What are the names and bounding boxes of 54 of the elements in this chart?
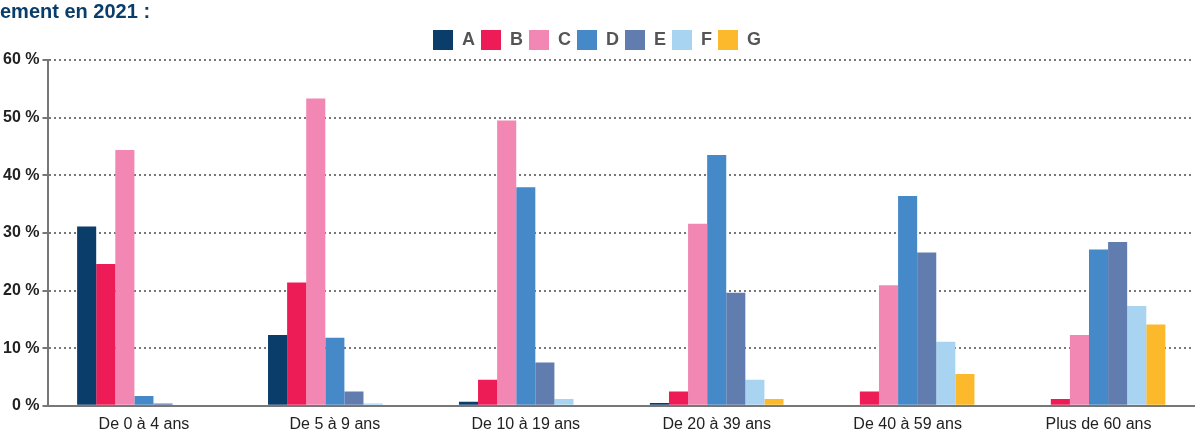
legend-label: G <box>747 28 762 49</box>
x-tick-label: De 40 à 59 ans <box>853 414 962 432</box>
x-tick-label: De 0 à 4 ans <box>98 414 190 432</box>
bar <box>878 285 899 405</box>
y-tick-label: 20 % <box>3 280 40 298</box>
legend-label: A <box>462 28 475 49</box>
legend-label: C <box>558 28 571 49</box>
bar <box>287 282 307 405</box>
bar <box>859 391 879 405</box>
y-tick-label: 30 % <box>3 223 40 241</box>
x-tick-label: Plus de 60 ans <box>1045 414 1152 432</box>
x-tick-label: De 10 à 19 ans <box>471 414 581 432</box>
bar <box>134 396 154 405</box>
bar <box>554 398 574 405</box>
legend-label: E <box>654 28 667 49</box>
legend-label: D <box>606 28 619 49</box>
bar <box>497 120 517 405</box>
legend-label: B <box>510 28 523 49</box>
bar <box>745 379 765 405</box>
y-tick-label: 0 % <box>11 396 40 414</box>
bar <box>325 337 345 405</box>
bar <box>726 292 746 405</box>
bar <box>764 398 784 405</box>
bar <box>707 155 727 405</box>
bar <box>1146 324 1166 405</box>
bar <box>1069 334 1089 405</box>
bar <box>688 223 708 405</box>
x-tick-label: De 20 à 39 ans <box>662 414 771 432</box>
bar <box>1127 306 1147 405</box>
bar <box>1088 249 1109 405</box>
bar <box>1108 242 1128 405</box>
bar <box>516 187 536 405</box>
y-tick-label: 40 % <box>3 165 40 183</box>
bar <box>458 401 479 405</box>
bar <box>955 374 975 405</box>
y-tick-label: 50 % <box>3 108 40 126</box>
x-tick-label: De 5 à 9 ans <box>289 414 381 432</box>
y-tick-label: 10 % <box>3 338 40 356</box>
bar <box>268 334 288 405</box>
bar <box>478 379 498 405</box>
bar <box>668 391 689 405</box>
bar <box>898 196 918 405</box>
y-tick-label: 60 % <box>3 50 40 68</box>
bar <box>917 252 937 405</box>
bar <box>1050 398 1070 405</box>
legend-label: F <box>701 28 712 49</box>
bar <box>936 341 956 405</box>
bar <box>535 362 555 405</box>
bar <box>96 264 116 405</box>
bar <box>344 391 364 405</box>
bar <box>306 98 326 405</box>
chart-title: ement en 2021 : <box>0 0 151 22</box>
bar <box>77 226 97 405</box>
bar <box>115 149 135 405</box>
